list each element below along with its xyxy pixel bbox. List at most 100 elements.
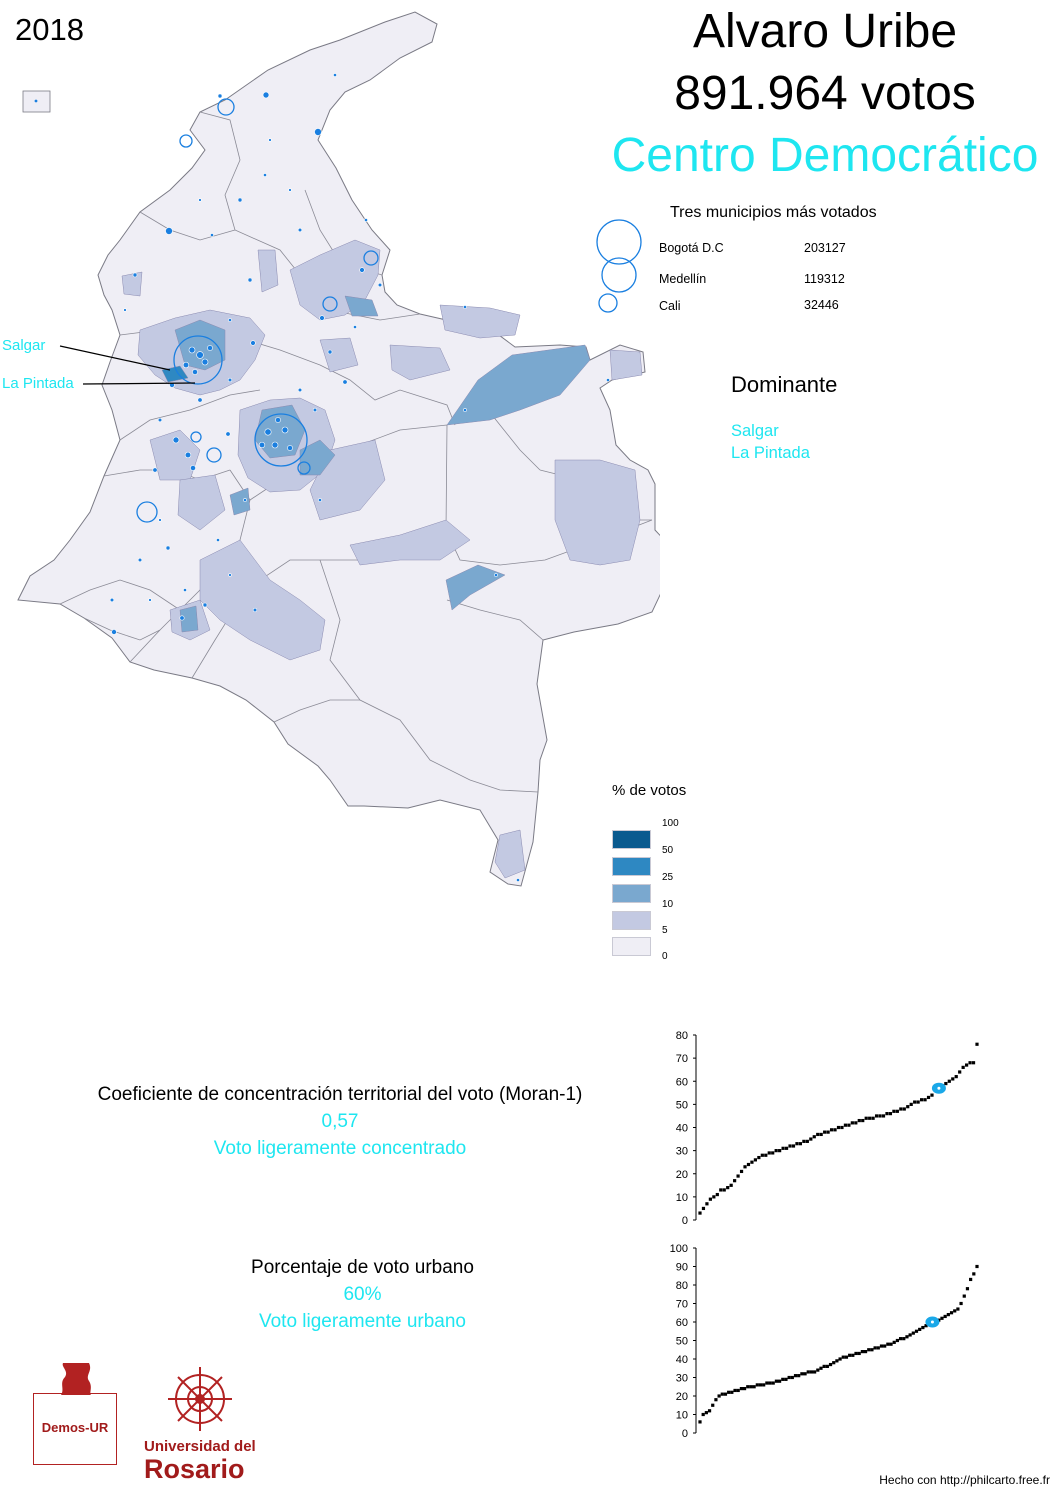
chart-point (787, 1375, 791, 1380)
chart-point (871, 1116, 875, 1120)
legend-tick: 0 (662, 951, 668, 962)
chart-point (793, 1374, 798, 1378)
chart-point (757, 1155, 761, 1160)
small-vote-symbols (109, 73, 610, 882)
cali-legend-symbol (598, 293, 618, 313)
legend-swatch-50-100 (612, 830, 651, 849)
chart-point (841, 1355, 845, 1359)
chart-point (698, 1211, 702, 1215)
chart-highlight-center (930, 1320, 934, 1324)
moran-scatter-chart: 0 10 20 30 40 50 60 70 80 (676, 1030, 979, 1227)
legend-title: % de votos (612, 782, 687, 799)
top-municipality-value: 203127 (804, 241, 846, 255)
moran-title: Coeficiente de concentración territorial… (97, 1084, 583, 1105)
chart-point (781, 1377, 785, 1381)
chart-point (819, 1366, 823, 1370)
chart-point (771, 1381, 775, 1385)
chart-point (892, 1109, 896, 1113)
chart-point (788, 1144, 792, 1148)
chart-point (962, 1294, 966, 1298)
chart-point (781, 1146, 785, 1150)
chart-point (857, 1118, 861, 1123)
chart-point (844, 1355, 849, 1359)
chart-point (777, 1379, 782, 1383)
chart-point (895, 1338, 900, 1343)
chart-point (701, 1412, 705, 1417)
chart-point (746, 1385, 750, 1389)
chart-point (797, 1374, 801, 1378)
chart-point (816, 1368, 820, 1372)
top-municipality-value: 32446 (804, 298, 839, 312)
salgar-callout-line (59, 345, 171, 371)
chart-point (924, 1324, 928, 1328)
chart-point (712, 1195, 716, 1199)
chart-point (803, 1372, 807, 1376)
chart-point (822, 1364, 826, 1368)
chart-point (956, 1307, 960, 1311)
chart-point (743, 1165, 747, 1169)
top-municipalities-symbols (596, 219, 642, 313)
chart-point (736, 1388, 740, 1393)
chart-point (809, 1370, 814, 1374)
ibague-symbol (206, 447, 222, 463)
year-label: 2018 (15, 12, 84, 47)
legend-tick: 5 (662, 925, 668, 936)
chart-point (914, 1329, 919, 1333)
urban-scatter-chart: 0 10 20 30 40 50 60 70 80 90 100 (670, 1243, 979, 1440)
chart-point (923, 1098, 927, 1102)
chart-tick-label: 60 (676, 1317, 688, 1329)
chart-point (778, 1149, 782, 1153)
chart-point (868, 1116, 872, 1120)
chart-point (717, 1394, 721, 1398)
chart-tick-label: 40 (676, 1123, 688, 1135)
chart-point (920, 1098, 924, 1102)
chart-point (767, 1151, 771, 1155)
legend-tick: 25 (662, 872, 674, 883)
dominant-title: Dominante (731, 372, 838, 397)
chart-point (819, 1132, 823, 1137)
dominant-item: Salgar (731, 422, 779, 440)
chart-point (874, 1114, 879, 1118)
chart-point (916, 1100, 920, 1104)
vote-total: 891.964 votos (674, 67, 976, 120)
chart-point (764, 1153, 768, 1157)
chart-point (876, 1346, 880, 1350)
chart-point (902, 1107, 906, 1111)
chart-point (771, 1151, 775, 1155)
chart-point (943, 1314, 947, 1319)
chart-point (975, 1264, 979, 1269)
chart-tick-label: 10 (676, 1192, 688, 1204)
chart-point (946, 1313, 950, 1317)
chart-point (746, 1162, 751, 1167)
chart-point (944, 1081, 948, 1086)
chart-point (975, 1042, 979, 1046)
chart-point (774, 1379, 779, 1383)
chart-point (843, 1123, 848, 1127)
chart-point (913, 1100, 917, 1104)
chart-tick-label: 70 (676, 1299, 688, 1311)
chart-point (906, 1105, 910, 1109)
chart-point (733, 1179, 737, 1183)
top-municipality-name: Medellín (659, 272, 707, 286)
urban-description: Voto ligeramente urbano (258, 1311, 467, 1332)
chart-point (892, 1340, 896, 1344)
chart-tick-label: 20 (676, 1169, 688, 1181)
chart-point (965, 1063, 969, 1067)
chart-tick-label: 80 (676, 1030, 688, 1042)
chart-point (895, 1109, 899, 1113)
chart-point (784, 1377, 788, 1381)
chart-point (790, 1375, 794, 1380)
chart-point (802, 1139, 806, 1143)
chart-point (736, 1174, 740, 1178)
legend-tick: 50 (662, 845, 674, 856)
map-label-la-pintada: La Pintada (2, 375, 74, 392)
chart-point (969, 1277, 973, 1282)
chart-point (968, 1061, 972, 1065)
chart-point (940, 1316, 944, 1320)
chart-point (971, 1061, 976, 1065)
chart-point (832, 1361, 836, 1365)
chart-point (726, 1186, 730, 1190)
chart-point (701, 1206, 706, 1211)
inset-map-point (34, 99, 38, 103)
chart-point (806, 1370, 810, 1374)
